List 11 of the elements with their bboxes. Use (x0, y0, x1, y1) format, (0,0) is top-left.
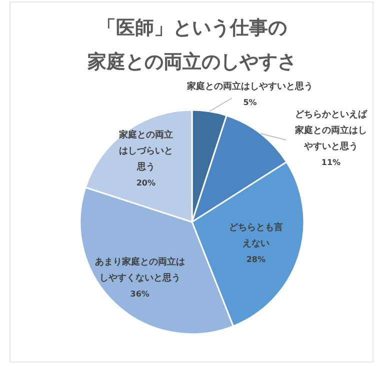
slice-label: 家庭との両立はしやすいと思う (186, 81, 313, 92)
data-label: 28% (246, 254, 266, 264)
slice-label: 家庭との両立はしづらいと思う (118, 130, 173, 173)
slice-label: どちらかといえば家庭との両立はしやすいと思う (294, 109, 368, 152)
chart-title: 「医師」という仕事の家庭との両立のしやすさ (86, 17, 296, 73)
slice-label: どちらとも言えない (228, 222, 283, 249)
data-label: 20% (136, 178, 156, 188)
data-label: 36% (130, 290, 150, 299)
slice-label: あまり家庭との両立はしやすくないと思う (94, 256, 185, 284)
data-label: 5% (243, 98, 257, 107)
data-label: 11% (321, 158, 341, 167)
